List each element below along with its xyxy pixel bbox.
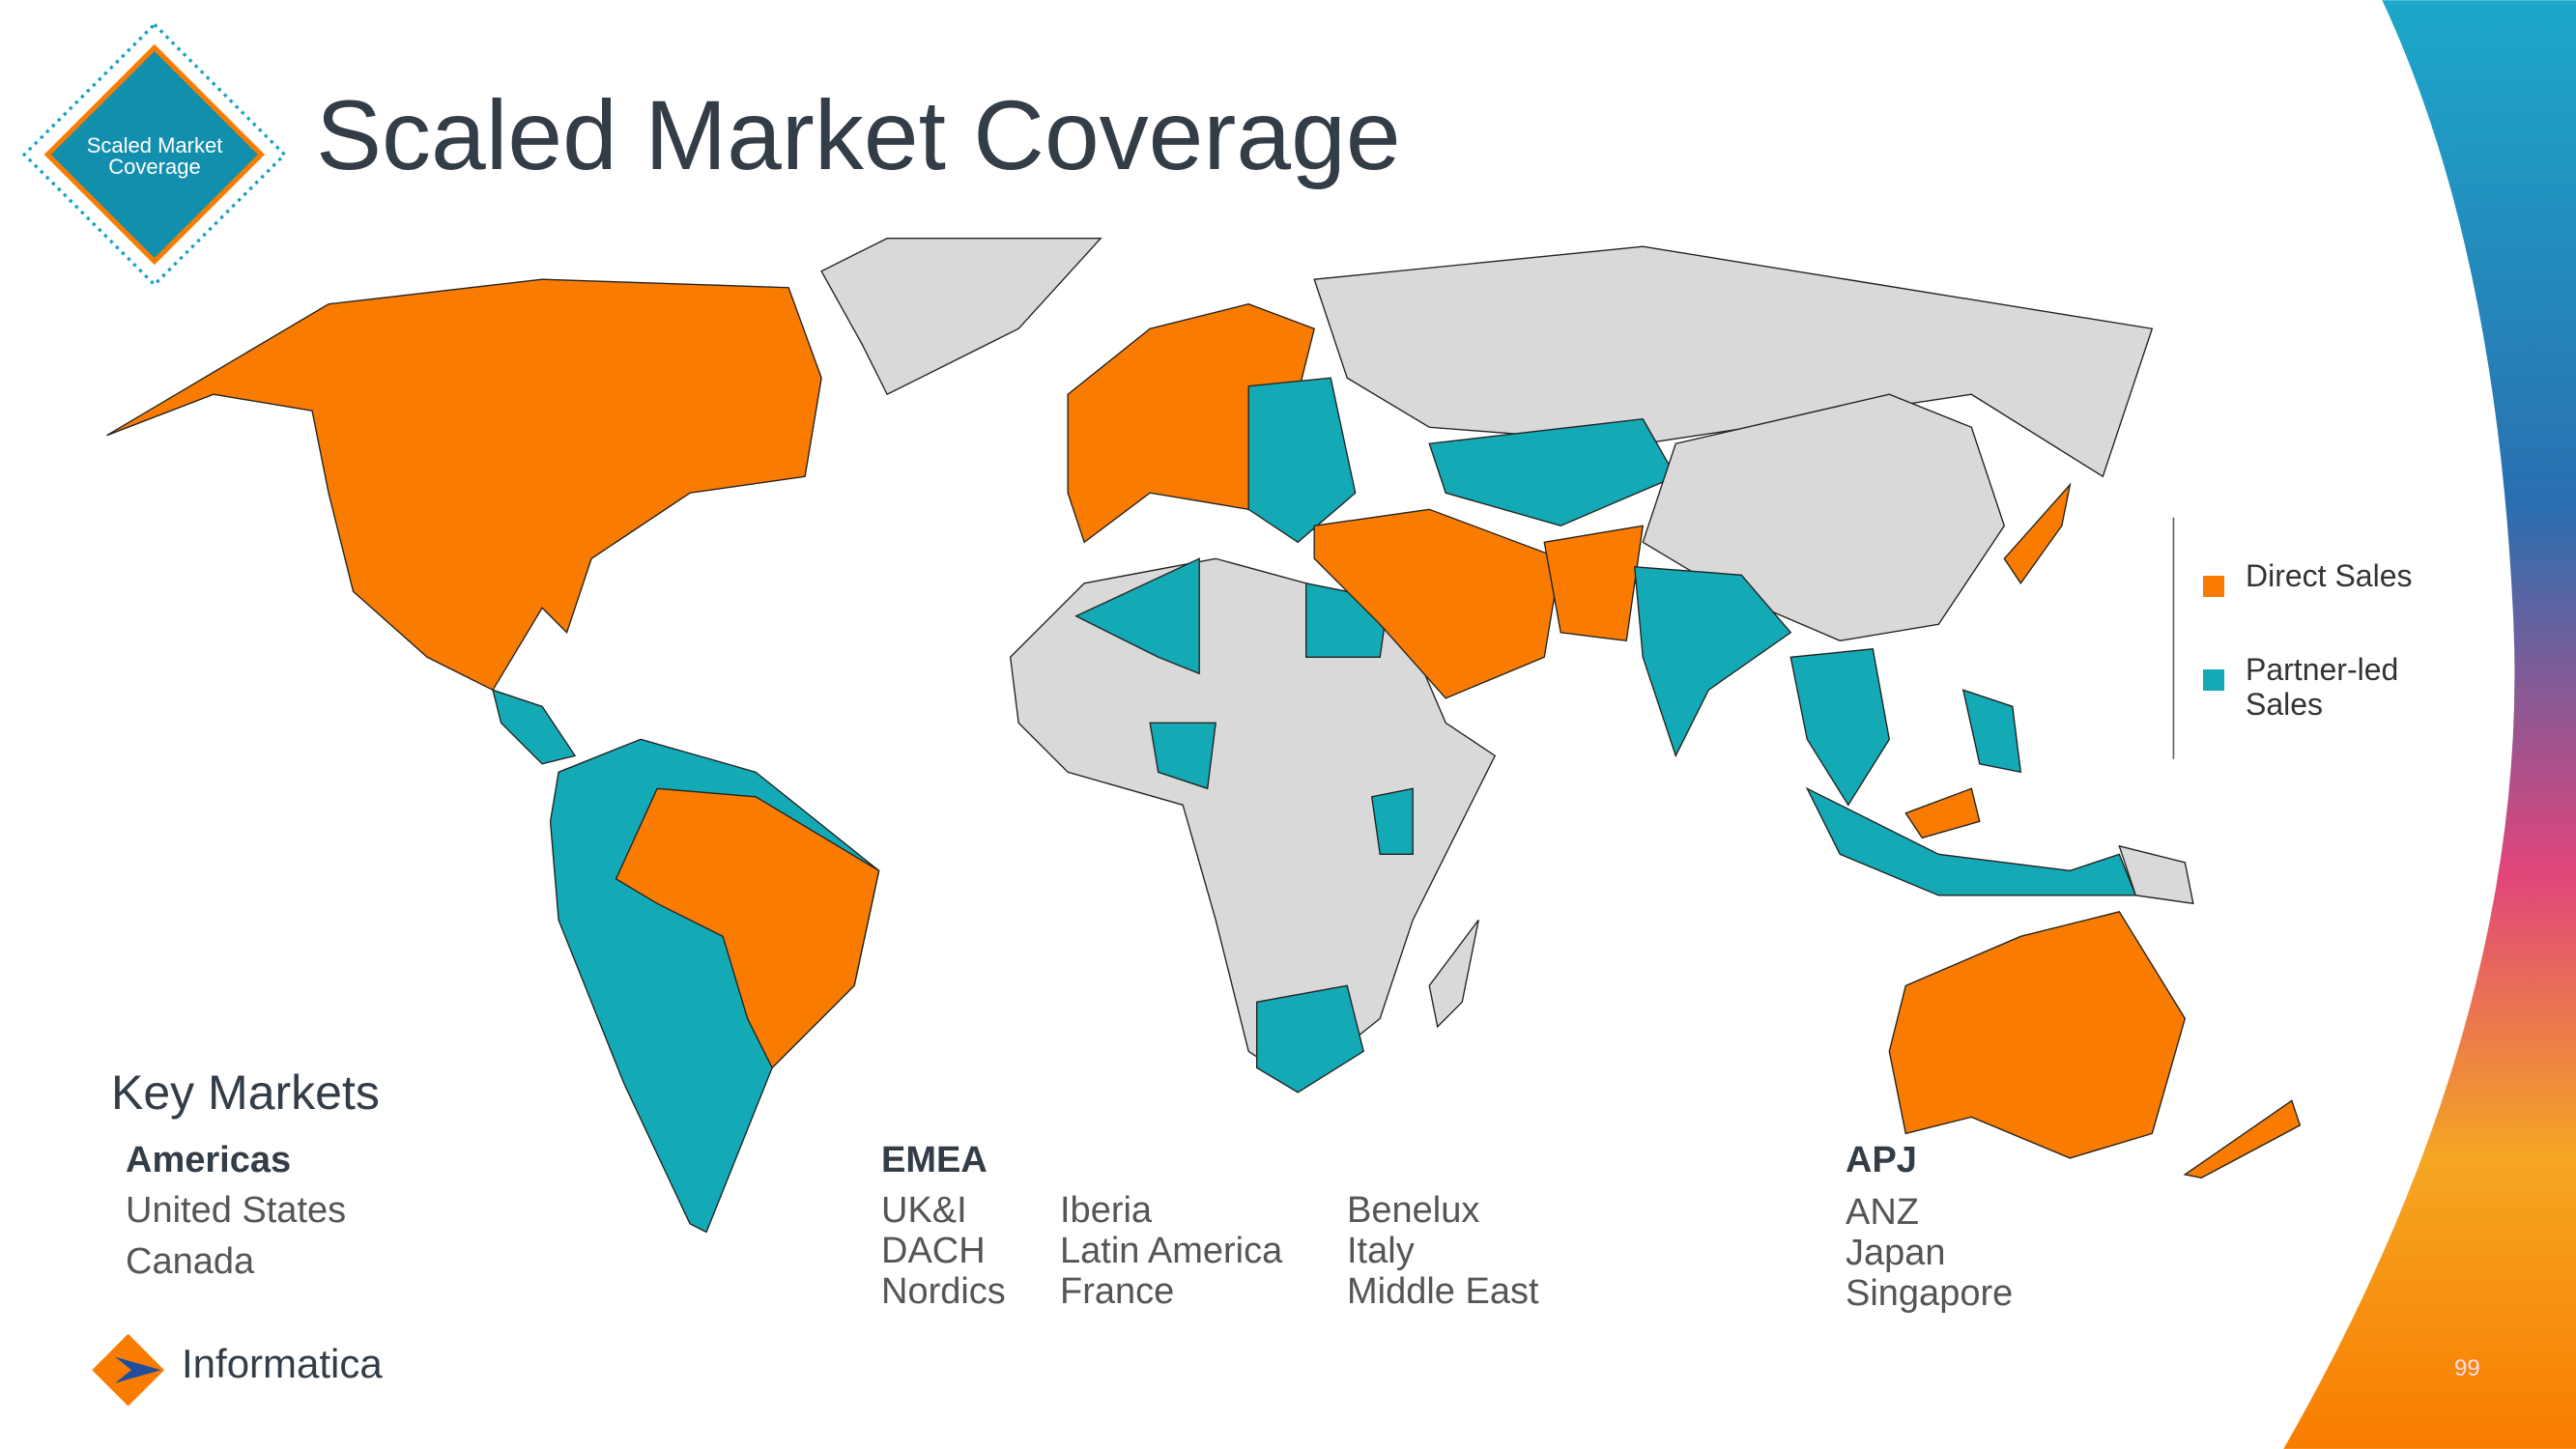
algeria (1074, 557, 1200, 675)
japan (2003, 482, 2072, 584)
nigeria (1149, 722, 1216, 790)
badge-text: Scaled Market Coverage (86, 133, 223, 179)
legend-label: Partner-led Sales (2246, 652, 2399, 722)
logo-icon (92, 1333, 165, 1406)
kenya (1370, 787, 1414, 856)
legend-swatch (2203, 669, 2224, 691)
market: Nordics (881, 1271, 1006, 1312)
middle-east (1313, 508, 1562, 699)
kazakhstan (1428, 418, 1677, 526)
market: France (1060, 1271, 1175, 1312)
page-number: 99 (2454, 1355, 2480, 1381)
new-zealand (2183, 1099, 2302, 1179)
legend-label: Direct Sales (2246, 558, 2413, 593)
legend-swatch (2203, 576, 2224, 597)
market: Middle East (1347, 1271, 1539, 1312)
malaysia (1904, 787, 1981, 839)
market: Italy (1347, 1231, 1415, 1271)
world-map (106, 238, 2302, 1234)
africa (1009, 557, 1497, 1086)
png (2118, 844, 2194, 905)
badge (21, 21, 287, 288)
eastern-europe (1247, 377, 1357, 544)
philippines (1961, 689, 2022, 774)
market: Singapore (1846, 1273, 2014, 1314)
market: Canada (126, 1241, 255, 1282)
south-africa (1256, 984, 1364, 1094)
market: DACH (881, 1231, 986, 1271)
indonesia (1805, 786, 2137, 896)
market: ANZ (1846, 1192, 1919, 1233)
region-name: Americas (126, 1140, 292, 1180)
russia (1313, 245, 2154, 478)
logo-text: Informatica (182, 1341, 383, 1386)
legend-item: Partner-led Sales (2203, 652, 2429, 722)
market: Japan (1846, 1233, 1946, 1273)
australia (1888, 911, 2187, 1159)
region-name: EMEA (881, 1140, 987, 1180)
market: United States (126, 1190, 347, 1231)
key-markets-heading: Key Markets (111, 1065, 380, 1120)
market: Benelux (1347, 1190, 1480, 1231)
brazil (615, 787, 880, 1069)
market: Latin America (1060, 1231, 1283, 1271)
legend-item: Direct Sales (2203, 558, 2429, 597)
southeast-asia (1789, 648, 1891, 807)
north-america (106, 278, 822, 692)
region-name: APJ (1846, 1140, 1917, 1180)
madagascar (1428, 919, 1479, 1029)
central-america (492, 689, 577, 765)
india (1634, 566, 1792, 758)
market: Iberia (1060, 1190, 1153, 1231)
pakistan (1543, 525, 1645, 642)
greenland (820, 238, 1102, 396)
slide-title: Scaled Market Coverage (316, 80, 1401, 190)
decor-swoosh (2283, 0, 2576, 1449)
market: UK&I (881, 1190, 967, 1231)
